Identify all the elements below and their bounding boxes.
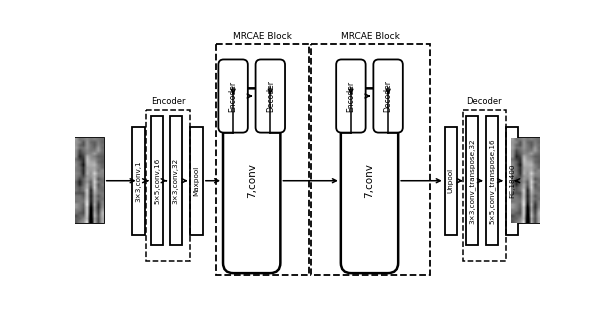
Bar xyxy=(511,138,541,223)
FancyBboxPatch shape xyxy=(341,88,398,273)
Bar xyxy=(445,127,457,235)
Text: 7,conv: 7,conv xyxy=(247,163,257,198)
Text: MRCAE Block: MRCAE Block xyxy=(233,32,292,41)
Text: 3×3,conv,32: 3×3,conv,32 xyxy=(173,158,179,204)
Bar xyxy=(506,127,518,235)
Text: Encoder: Encoder xyxy=(151,97,185,106)
FancyBboxPatch shape xyxy=(218,59,248,133)
Text: 5×5,conv,16: 5×5,conv,16 xyxy=(154,158,160,204)
Text: Encoder: Encoder xyxy=(346,80,355,112)
Text: Decoder: Decoder xyxy=(266,80,275,112)
Bar xyxy=(466,116,478,245)
Text: Decoder: Decoder xyxy=(383,80,392,112)
FancyBboxPatch shape xyxy=(223,88,280,273)
Text: 3×3,conv_transpose,32: 3×3,conv_transpose,32 xyxy=(469,138,475,224)
FancyBboxPatch shape xyxy=(373,59,403,133)
Bar xyxy=(311,44,430,275)
Bar xyxy=(463,110,506,261)
Text: Decoder: Decoder xyxy=(466,97,502,106)
Bar xyxy=(216,44,309,275)
Bar xyxy=(170,116,182,245)
Bar xyxy=(133,127,145,235)
Text: 7,conv: 7,conv xyxy=(365,163,374,198)
Text: Maxpool: Maxpool xyxy=(194,166,200,196)
FancyBboxPatch shape xyxy=(256,59,285,133)
Text: MRCAE Block: MRCAE Block xyxy=(341,32,400,41)
Bar xyxy=(190,127,203,235)
FancyBboxPatch shape xyxy=(336,59,365,133)
Bar xyxy=(146,110,190,261)
Bar xyxy=(486,116,498,245)
Text: Unpool: Unpool xyxy=(448,168,454,193)
Bar xyxy=(151,116,163,245)
Text: FC,18400: FC,18400 xyxy=(509,163,515,198)
Text: Encoder: Encoder xyxy=(229,80,238,112)
Text: 3×3,conv,1: 3×3,conv,1 xyxy=(136,160,142,202)
Text: 5×5,conv_transpose,16: 5×5,conv_transpose,16 xyxy=(488,138,496,224)
Bar xyxy=(74,138,104,223)
